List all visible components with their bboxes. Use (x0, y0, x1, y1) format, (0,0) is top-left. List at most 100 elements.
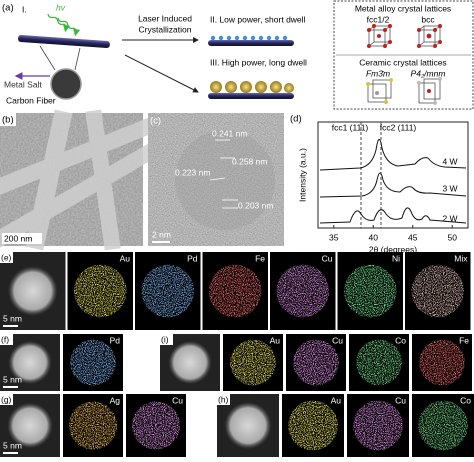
spacing-markers (209, 139, 238, 209)
x-tick-label: 50 (447, 232, 457, 242)
panel-c: (c) 0.241 nm 0.258 nm 0.223 nm 0.203 nm … (148, 113, 284, 246)
lattice-label: Fm3̄m (366, 68, 390, 78)
step-label: I. (22, 4, 27, 14)
label-bg (0, 113, 16, 126)
nanoparticle (168, 340, 212, 385)
fiber-cross-section (50, 68, 82, 100)
panel-d: (d) Intensity (a.u.) 2θ (degrees) fcc1 (… (290, 114, 469, 254)
scale-label: 200 nm (4, 233, 32, 243)
x-tick-label: 40 (369, 232, 379, 242)
low-power-fiber (208, 35, 294, 46)
particle (175, 130, 275, 230)
x-axis-label: 2θ (degrees) (369, 244, 417, 254)
scale-label: 5 nm (3, 440, 22, 450)
y-axis-label: Intensity (a.u.) (297, 148, 307, 202)
nanoparticle (7, 402, 53, 449)
box-title: Ceramic crystal lattices (359, 57, 446, 67)
nanoparticle (224, 401, 272, 450)
peak-label: fcc1 (111) (332, 122, 369, 132)
light-arrow (57, 17, 81, 37)
label-bg (217, 394, 230, 405)
lattice-icon (367, 78, 441, 104)
element-label: Pd (187, 253, 198, 263)
scale-bg (2, 233, 42, 244)
lattice-spacing: 0.241 nm (212, 128, 247, 138)
label-bg (160, 334, 173, 345)
plot-frame (317, 121, 469, 229)
element-signal (353, 400, 403, 451)
series-label: 3 W (442, 183, 457, 193)
lattice-spacing: 0.223 nm (175, 167, 210, 177)
element-label: Ag (110, 395, 121, 405)
elemental-maps: (e) 5 nm Au Pd Fe Cu Ni Mix (f) 5 nm Pd (i) Au Cu Co Fe… (0, 252, 474, 457)
step-label: III. High power, long dwell (210, 57, 307, 67)
panel-label: (c) (150, 116, 161, 127)
hv-label: hv (56, 2, 66, 12)
element-label: Cu (322, 253, 333, 263)
process-label: Laser Induced (138, 13, 192, 23)
lattice-icon (368, 25, 441, 47)
element-label: Ni (392, 253, 400, 263)
element-signal (418, 400, 468, 451)
lattice-label: fcc1/2 (367, 14, 390, 24)
element-label: Cu (172, 395, 183, 405)
x-tick-label: 45 (408, 232, 418, 242)
lattice-box (333, 0, 474, 110)
element-signal (288, 400, 338, 451)
element-signal (411, 264, 464, 318)
process-label: Crystallization (139, 24, 192, 34)
light-arrow (47, 13, 71, 33)
scale-label: 2 nm (152, 229, 171, 239)
panel-label: (d) (290, 114, 302, 125)
panel-label: (b) (2, 115, 14, 126)
connector (74, 47, 81, 71)
element-label: Co (460, 395, 471, 405)
panel-b: (b) 200 nm (0, 109, 166, 251)
nanoparticle (8, 340, 52, 385)
element-signal (74, 264, 127, 318)
panel-label: (a) (2, 3, 14, 14)
element-signal (69, 401, 117, 450)
carbon-fiber-rod (18, 35, 110, 48)
element-label: Pd (110, 335, 121, 345)
element-signal (344, 264, 397, 318)
peak-label: fcc2 (111) (380, 122, 417, 132)
panel-a: (a) I. hv Metal Salt Carbon Fiber Laser … (2, 0, 474, 110)
element-signal (356, 339, 402, 386)
high-power-fiber (208, 81, 294, 99)
element-signal (230, 339, 276, 386)
series-label: 4 W (442, 156, 457, 166)
label-bg (0, 334, 13, 345)
element-label: Au (270, 335, 281, 345)
lattice-spacing: 0.203 nm (238, 200, 273, 210)
panel-label: (h) (218, 394, 229, 404)
metal-salt-label: Metal Salt (4, 79, 42, 89)
element-label: Cu (395, 395, 406, 405)
label-bg (0, 252, 13, 263)
panel-label: (i) (161, 334, 169, 344)
box-title: Metal alloy crystal lattices (355, 3, 451, 13)
element-label: Fe (459, 335, 469, 345)
lattice-spacing: 0.258 nm (232, 156, 267, 166)
step-label: II. Low power, short dwell (210, 14, 306, 24)
fibers (0, 109, 166, 251)
lattice-atoms (366, 77, 442, 105)
lattice-label: bcc (421, 14, 435, 24)
element-label: Au (331, 395, 342, 405)
element-label: Fe (255, 253, 265, 263)
xrd-traces (319, 139, 467, 224)
series-label: 2 W (442, 213, 457, 223)
panel-label: (f) (1, 334, 9, 344)
element-signal (141, 264, 194, 318)
lattice-label: P4₂/mnm (411, 68, 446, 78)
element-label: Cu (332, 335, 343, 345)
element-signal (70, 339, 116, 386)
connector (39, 45, 56, 71)
element-label: Mix (454, 253, 468, 263)
process-arrow (124, 54, 199, 93)
panel-label: (e) (1, 252, 12, 262)
nanoparticle (7, 266, 58, 316)
label-bg (0, 394, 13, 405)
element-signal (132, 401, 180, 450)
